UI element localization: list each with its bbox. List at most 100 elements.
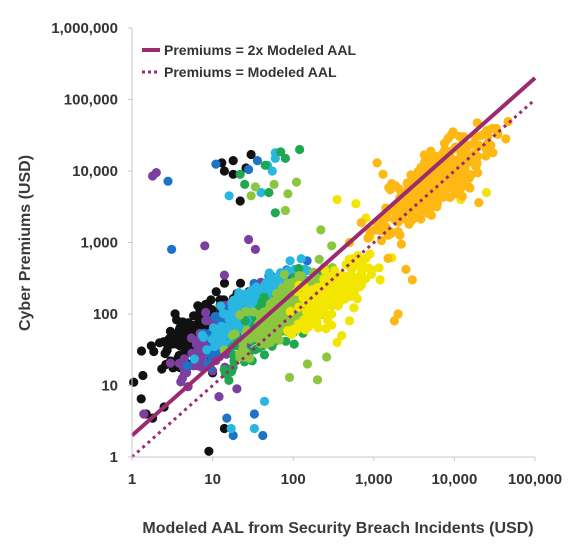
scatter-point <box>423 201 433 212</box>
legend: Premiums = 2x Modeled AAL Premiums = Mod… <box>142 42 356 80</box>
scatter-point <box>356 269 366 279</box>
scatter-point <box>383 253 393 263</box>
scatter-point <box>224 191 234 201</box>
scatter-point <box>227 303 238 313</box>
scatter-point <box>165 326 175 336</box>
scatter-point <box>398 214 408 224</box>
scatter-point <box>139 409 149 419</box>
legend-entry-1x: Premiums = Modeled AAL <box>142 64 337 80</box>
scatter-point <box>457 191 467 201</box>
scatter-point <box>227 330 237 340</box>
scatter-point <box>473 168 483 178</box>
scatter-point <box>162 345 172 355</box>
scatter-point <box>238 343 248 354</box>
scatter-point <box>225 311 235 321</box>
scatter-point <box>396 239 406 249</box>
scatter-point <box>397 205 407 215</box>
y-tick-label: 1,000,000 <box>51 20 118 37</box>
scatter-point <box>196 353 207 363</box>
scatter-point <box>228 169 238 179</box>
scatter-point <box>503 116 513 127</box>
scatter-point <box>480 128 490 138</box>
scatter-point <box>228 430 238 441</box>
scatter-point <box>316 225 326 235</box>
scatter-point <box>138 370 148 381</box>
scatter-point <box>200 241 210 251</box>
y-tick-label: 100,000 <box>64 92 118 109</box>
line-premiums-2x <box>130 76 537 437</box>
scatter-point <box>191 339 201 349</box>
scatter-point <box>314 254 324 264</box>
scatter-point <box>245 353 255 363</box>
x-tick-label: 100 <box>281 471 306 488</box>
scatter-point <box>430 176 440 186</box>
scatter-point <box>395 230 405 240</box>
y-tick-label: 10,000 <box>72 163 118 180</box>
scatter-point <box>219 278 230 288</box>
scatter-point <box>264 187 274 198</box>
scatter-point <box>219 270 229 280</box>
scatter-point <box>244 234 254 245</box>
scatter-point <box>165 358 175 368</box>
scatter-point <box>151 168 161 178</box>
scatter-point <box>417 180 427 190</box>
scatter-point <box>204 446 214 456</box>
line-premiums-1x <box>131 98 536 459</box>
scatter-point <box>228 156 238 166</box>
scatter-point <box>232 384 242 394</box>
scatter-point <box>327 241 337 251</box>
scatter-point <box>312 302 322 312</box>
scatter-point <box>235 169 245 179</box>
x-tick-labels: 1 10 100 1,000 10,000 100,000 <box>128 457 562 488</box>
scatter-point <box>235 310 245 320</box>
scatter-point <box>249 423 259 434</box>
scatter-point <box>215 337 225 347</box>
scatter-point <box>375 275 385 285</box>
scatter-point <box>274 335 284 345</box>
scatter-point <box>337 275 347 285</box>
legend-label-1x: Premiums = Modeled AAL <box>164 64 337 80</box>
scatter-point <box>407 275 417 285</box>
scatter-point <box>458 180 468 190</box>
scatter-point <box>234 293 244 303</box>
scatter-point <box>258 430 268 441</box>
scatter-point <box>374 263 384 273</box>
scatter-point <box>349 303 359 313</box>
scatter-point <box>259 396 270 406</box>
scatter-point <box>235 278 246 288</box>
x-tick-label: 1 <box>128 471 136 488</box>
scatter-point <box>294 263 304 274</box>
scatter-point <box>269 323 279 333</box>
scatter-point <box>416 207 426 218</box>
scatter-point <box>255 333 265 343</box>
scatter-point <box>248 333 258 343</box>
scatter-point <box>267 166 277 176</box>
scatter-point <box>481 151 491 161</box>
scatter-point <box>276 147 286 157</box>
scatter-point <box>129 377 139 387</box>
scatter-point <box>374 225 384 235</box>
scatter-point <box>471 156 481 166</box>
scatter-point <box>167 244 177 254</box>
scatter-point <box>284 372 295 382</box>
scatter-point <box>285 256 295 266</box>
scatter-point <box>393 309 403 319</box>
x-tick-label: 10,000 <box>431 471 477 488</box>
scatter-point <box>442 184 452 194</box>
x-axis-title: Modeled AAL from Security Breach Inciden… <box>142 520 533 537</box>
scatter-point <box>283 189 293 199</box>
x-tick-label: 10 <box>204 471 221 488</box>
scatter-point <box>201 307 211 318</box>
scatter-point <box>280 205 290 216</box>
scatter-point <box>332 194 342 205</box>
scatter-point <box>136 394 146 404</box>
scatter-point <box>202 345 212 355</box>
scatter-point <box>247 297 258 307</box>
scatter-point <box>381 222 391 232</box>
x-tick-label: 1,000 <box>355 471 393 488</box>
scatter-point <box>280 153 290 163</box>
scatter-point <box>186 320 197 331</box>
scatter-point <box>385 185 395 195</box>
y-tick-label: 1 <box>110 449 118 466</box>
scatter-point <box>372 158 382 168</box>
